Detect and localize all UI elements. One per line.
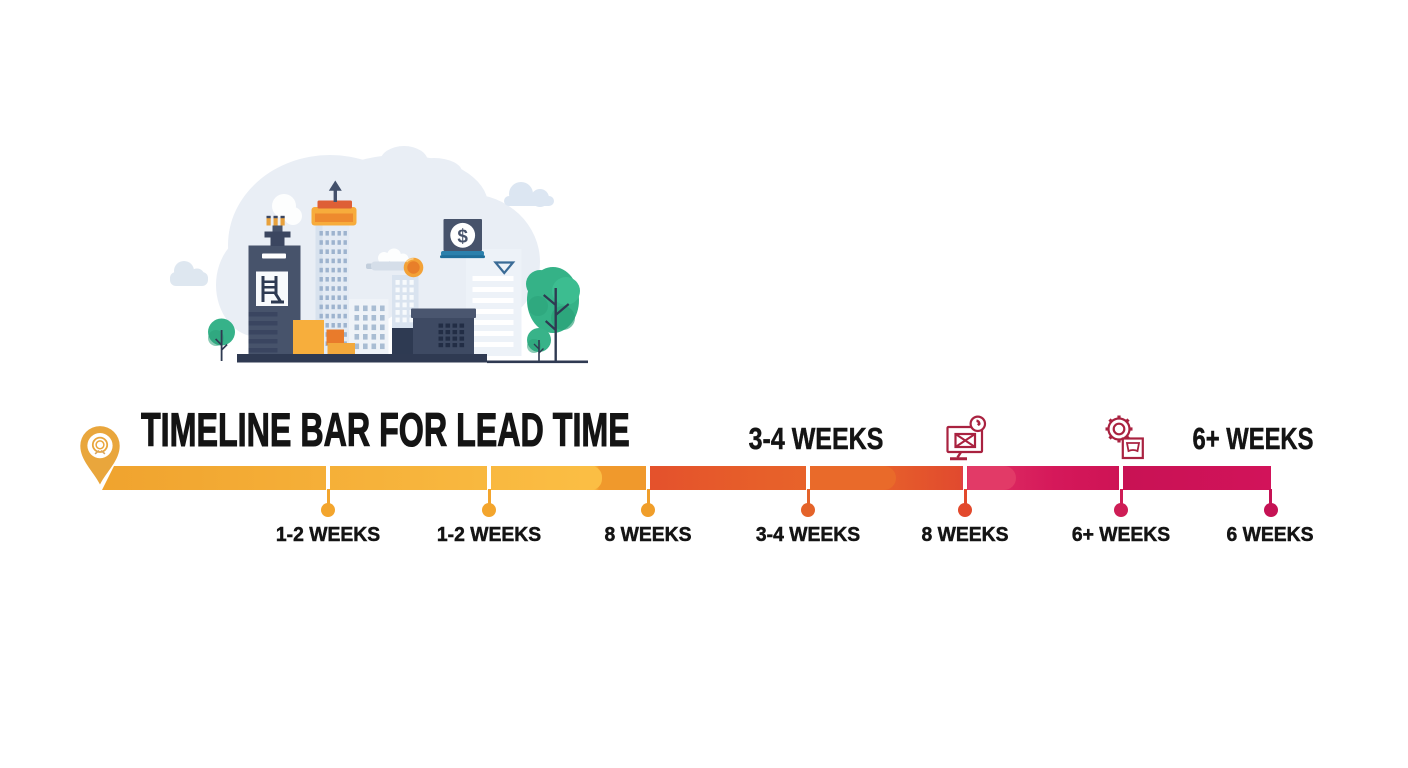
svg-text:$: $ — [457, 226, 468, 247]
